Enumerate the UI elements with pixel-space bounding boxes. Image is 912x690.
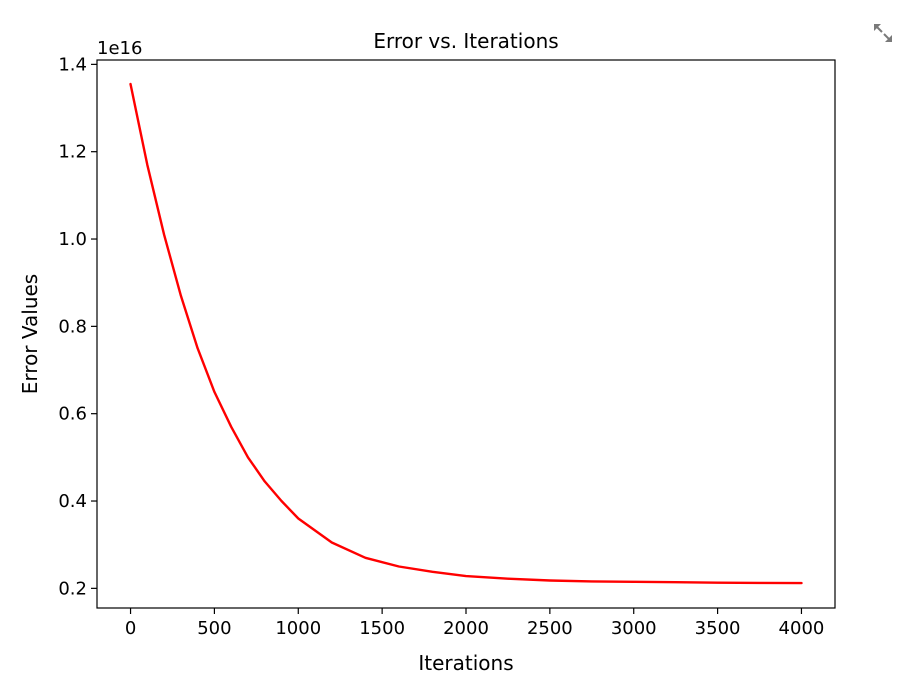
- x-tick-label: 2500: [527, 618, 573, 639]
- y-axis-label: Error Values: [18, 274, 42, 394]
- y-tick-label: 1.0: [58, 229, 87, 250]
- y-tick-label: 1.4: [58, 54, 87, 75]
- y-tick-label: 0.6: [58, 404, 87, 425]
- y-tick-label: 1.2: [58, 142, 87, 163]
- series-line: [129, 82, 803, 585]
- x-tick-label: 500: [197, 618, 231, 639]
- axes: 0 500 1000 1500 2000 2500 3000 3500 4000 0.2 0.4 0.…: [58, 54, 824, 639]
- y-tick-label: 0.2: [58, 578, 87, 599]
- x-tick-label: 1500: [359, 618, 405, 639]
- chart-title: Error vs. Iterations: [373, 29, 558, 53]
- y-tick-label: 0.8: [58, 316, 87, 337]
- y-tick-label: 0.4: [58, 491, 87, 512]
- x-tick-label: 2000: [443, 618, 489, 639]
- x-tick-label: 0: [125, 618, 136, 639]
- x-tick-label: 3500: [695, 618, 741, 639]
- series-layer: [129, 82, 803, 585]
- plot-frame: [96, 59, 836, 609]
- x-axis-label: Iterations: [418, 651, 513, 675]
- x-tick-label: 4000: [779, 618, 825, 639]
- expand-icon[interactable]: [872, 22, 894, 44]
- y-offset-label: 1e16: [97, 38, 142, 59]
- x-tick-label: 1000: [275, 618, 321, 639]
- x-tick-label: 3000: [611, 618, 657, 639]
